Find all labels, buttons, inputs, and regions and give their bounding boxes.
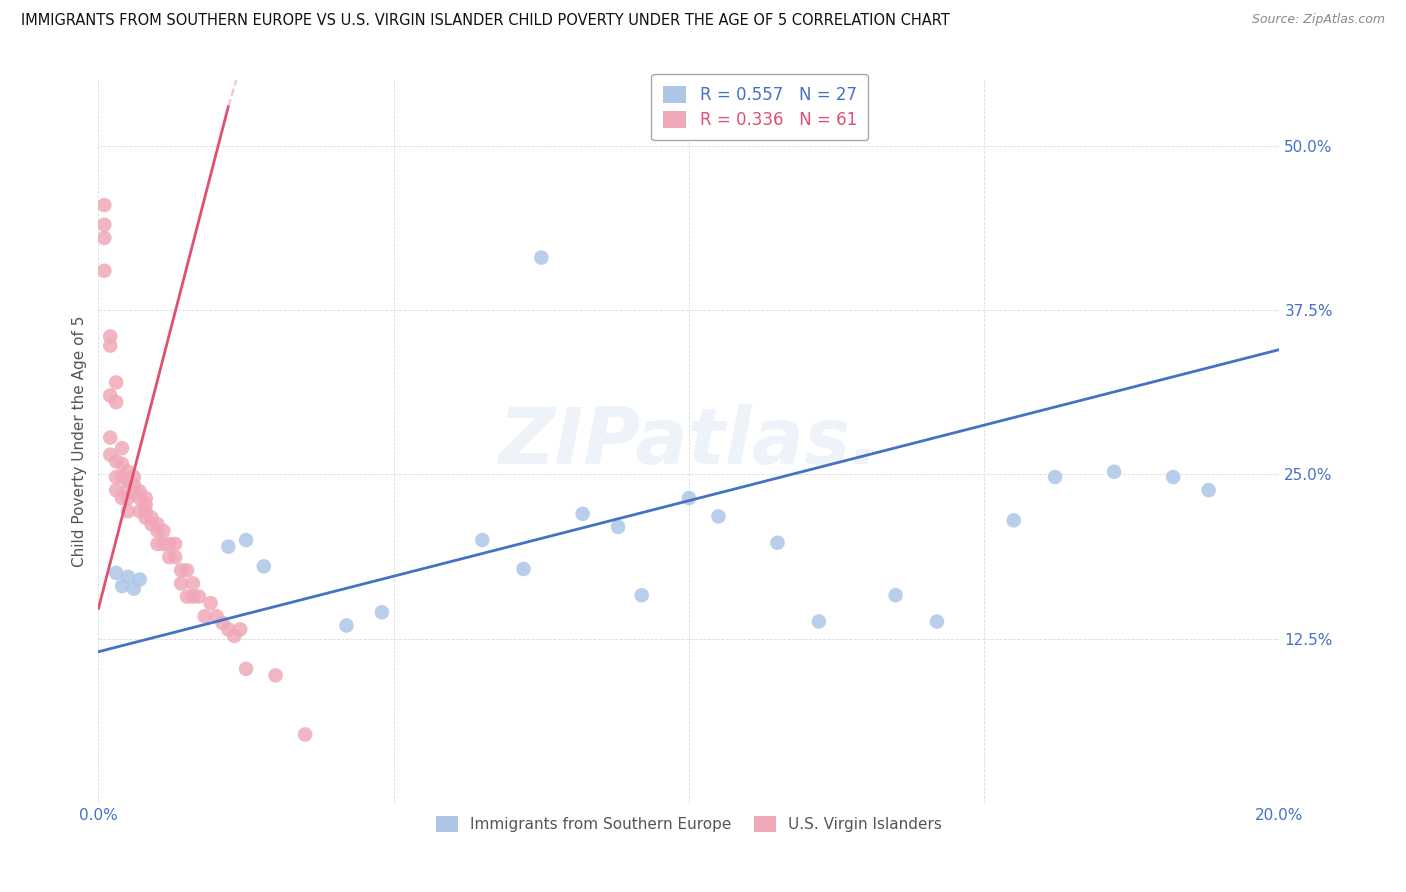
Point [152,524,174,538]
Point [122,478,145,492]
Point [146,517,169,532]
Point [141,517,163,532]
Point [122,470,145,484]
Point [224,629,246,643]
Point [884,588,907,602]
Point [111,491,134,505]
Point [135,491,157,505]
Point [176,563,198,577]
Point [471,533,494,547]
Point [217,540,239,554]
Point [187,590,209,604]
Point [264,668,287,682]
Point [165,537,187,551]
Point [98,388,121,402]
Point [707,509,730,524]
Point [530,251,553,265]
Point [217,623,239,637]
Point [117,570,139,584]
Point [93,218,115,232]
Point [105,483,128,497]
Point [128,504,150,518]
Point [294,727,316,741]
Point [105,376,128,390]
Point [111,457,134,471]
Point [1102,465,1125,479]
Point [128,491,150,505]
Point [371,605,394,619]
Legend: Immigrants from Southern Europe, U.S. Virgin Islanders: Immigrants from Southern Europe, U.S. Vi… [430,810,948,838]
Point [925,615,948,629]
Point [98,448,121,462]
Text: IMMIGRANTS FROM SOUTHERN EUROPE VS U.S. VIRGIN ISLANDER CHILD POVERTY UNDER THE : IMMIGRANTS FROM SOUTHERN EUROPE VS U.S. … [21,13,950,29]
Point [253,559,276,574]
Y-axis label: Child Poverty Under the Age of 5: Child Poverty Under the Age of 5 [72,316,87,567]
Point [146,524,169,538]
Point [194,609,217,624]
Point [170,563,193,577]
Point [165,550,187,565]
Point [766,535,789,549]
Point [630,588,652,602]
Point [117,474,139,488]
Point [135,510,157,524]
Point [157,537,180,551]
Point [229,623,252,637]
Point [512,562,534,576]
Point [141,510,163,524]
Point [117,491,139,505]
Point [235,662,257,676]
Point [181,576,204,591]
Point [607,520,630,534]
Point [571,507,593,521]
Point [211,615,233,630]
Point [128,573,150,587]
Point [181,590,204,604]
Point [205,609,228,624]
Point [1002,513,1025,527]
Point [105,395,128,409]
Point [135,504,157,518]
Point [157,550,180,565]
Point [1161,470,1184,484]
Point [176,590,198,604]
Point [117,504,139,518]
Point [122,485,145,500]
Point [117,465,139,479]
Point [152,537,174,551]
Point [1043,470,1066,484]
Point [98,431,121,445]
Text: Source: ZipAtlas.com: Source: ZipAtlas.com [1251,13,1385,27]
Point [105,566,128,580]
Point [146,537,169,551]
Point [128,484,150,499]
Point [93,198,115,212]
Point [807,615,830,629]
Point [1198,483,1220,497]
Point [117,483,139,497]
Point [235,533,257,547]
Point [98,338,121,352]
Point [170,576,193,591]
Point [678,491,700,505]
Point [93,231,115,245]
Point [200,596,222,610]
Point [111,470,134,484]
Point [98,329,121,343]
Point [105,454,128,468]
Point [111,441,134,455]
Point [105,470,128,484]
Point [122,582,145,596]
Point [111,579,134,593]
Point [135,498,157,512]
Point [93,264,115,278]
Text: ZIPatlas.: ZIPatlas. [498,403,880,480]
Point [335,618,357,632]
